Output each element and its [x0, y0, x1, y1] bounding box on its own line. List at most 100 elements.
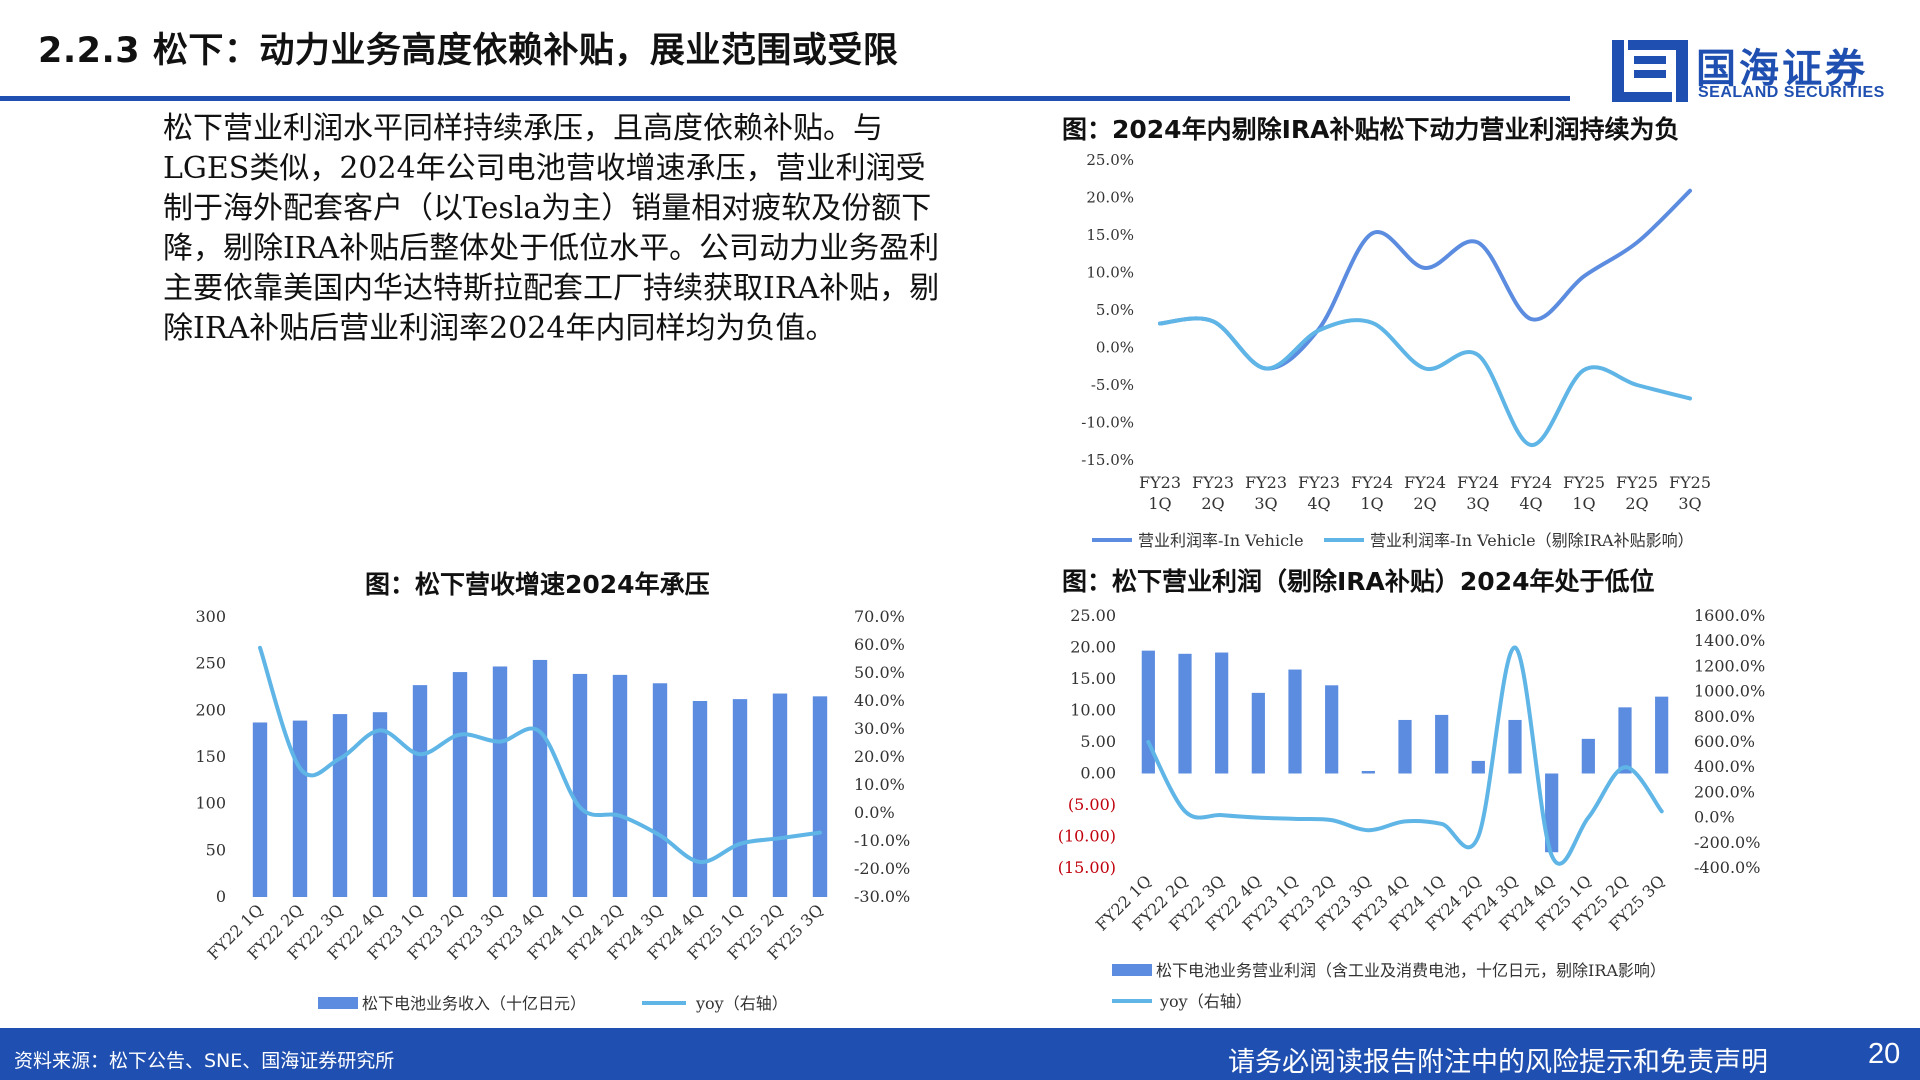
x-tick-label: FY23	[1192, 473, 1234, 492]
bar	[492, 666, 508, 897]
bar	[1618, 707, 1632, 774]
x-tick-label: 1Q	[1572, 494, 1595, 513]
bar	[1361, 770, 1375, 774]
x-tick-label: FY24	[1510, 473, 1552, 492]
legend-label-1: 营业利润率-In Vehicle（剔除IRA补贴影响）	[1370, 531, 1694, 550]
page-number: 20	[1868, 1038, 1901, 1070]
footer-disclaimer: 请务必阅读报告附注中的风险提示和免责声明	[1228, 1047, 1768, 1078]
legend-label-bar: 松下电池业务营业利润（含工业及消费电池，十亿日元，剔除IRA影响）	[1156, 961, 1666, 980]
chart-profit: 25.00 20.00 15.00 10.00 5.00 0.00 (5.00) (10.00…	[1058, 606, 1765, 1011]
y-left-tick-label: 250	[195, 654, 226, 673]
x-tick-label: 3Q	[1678, 494, 1701, 513]
chart-margin: 25.0% 20.0% 15.0% 10.0% 5.0% 0.0% -5.0% -10.0% -…	[1081, 151, 1711, 550]
y-right-tick-label: 30.0%	[854, 719, 905, 738]
legend-label-0: 营业利润率-In Vehicle	[1138, 531, 1304, 550]
y-right-tick-label: -20.0%	[854, 859, 910, 878]
bar	[652, 683, 668, 897]
y-right-tick-label: 50.0%	[854, 663, 905, 682]
y-right-tick-label: 800.0%	[1694, 707, 1755, 726]
y-left-tick-label: 20.00	[1070, 638, 1116, 657]
bar	[1435, 714, 1449, 774]
bar	[1288, 669, 1302, 774]
bar	[292, 720, 308, 897]
y-tick-label: -5.0%	[1091, 376, 1134, 394]
page-title: 2.2.3 松下：动力业务高度依赖补贴，展业范围或受限	[38, 31, 899, 71]
chart-profit-title: 图：松下营业利润（剔除IRA补贴）2024年处于低位	[1062, 567, 1655, 596]
y-tick-label: -10.0%	[1081, 414, 1134, 432]
bar	[532, 659, 548, 897]
y-right-tick-label: 0.0%	[1694, 808, 1735, 827]
y-right-tick-label: 60.0%	[854, 635, 905, 654]
y-left-tick-label: 0	[216, 887, 226, 906]
logo-text-cn: 国海证券	[1696, 46, 1868, 92]
chart-revenue-title: 图：松下营收增速2024年承压	[365, 570, 710, 599]
bar	[372, 712, 388, 897]
y-left-tick-label: 0.00	[1080, 764, 1116, 783]
y-right-tick-label: 0.0%	[854, 803, 895, 822]
y-tick-label: 15.0%	[1086, 226, 1134, 244]
y-left-tick-label: 300	[195, 607, 226, 626]
x-tick-label: FY25	[1563, 473, 1605, 492]
y-left-tick-label: 5.00	[1080, 732, 1116, 751]
y-right-tick-label: -30.0%	[854, 887, 910, 906]
y-tick-label: 20.0%	[1086, 189, 1134, 207]
x-tick-label: 3Q	[1254, 494, 1277, 513]
y-tick-label: 0.0%	[1096, 339, 1134, 357]
bar	[1508, 719, 1522, 774]
y-right-tick-label: 1400.0%	[1694, 631, 1765, 650]
x-tick-label: 1Q	[1360, 494, 1383, 513]
y-right-tick-label: 1200.0%	[1694, 656, 1765, 675]
footer-source: 资料来源：松下公告、SNE、国海证券研究所	[14, 1050, 395, 1072]
chart-revenue: 300 250 200 150 100 50 0 70.0% 60.0% 50.0% 40.0% 3…	[195, 607, 910, 1013]
x-tick-label: 1Q	[1148, 494, 1171, 513]
y-tick-label: 10.0%	[1086, 264, 1134, 282]
y-right-tick-label: 600.0%	[1694, 732, 1755, 751]
bar	[612, 674, 628, 897]
x-tick-label: 4Q	[1307, 494, 1330, 513]
bar	[772, 693, 788, 897]
sealand-logo-icon	[1612, 40, 1688, 102]
yoy-line	[1146, 645, 1664, 866]
y-right-tick-label: -10.0%	[854, 831, 910, 850]
x-tick-label: 4Q	[1519, 494, 1542, 513]
title-divider	[0, 96, 1570, 101]
y-right-tick-label: 40.0%	[854, 691, 905, 710]
bar	[1545, 773, 1559, 853]
bar	[1398, 719, 1412, 774]
x-tick-label: FY25	[1616, 473, 1658, 492]
bar	[572, 673, 588, 897]
x-tick-label: FY23	[1245, 473, 1287, 492]
y-left-tick-label: (15.00)	[1058, 858, 1116, 877]
y-left-tick-label: 200	[195, 700, 226, 719]
y-right-tick-label: 1600.0%	[1694, 606, 1765, 625]
bar	[732, 699, 748, 897]
y-left-tick-label: (5.00)	[1068, 795, 1116, 814]
y-tick-label: -15.0%	[1081, 451, 1134, 469]
bar	[252, 722, 268, 897]
y-left-tick-label: 10.00	[1070, 701, 1116, 720]
bar	[812, 696, 828, 897]
legend-label-bar: 松下电池业务收入（十亿日元）	[362, 994, 586, 1013]
bar	[1325, 685, 1339, 774]
y-left-tick-label: 150	[195, 747, 226, 766]
y-left-tick-label: (10.00)	[1058, 827, 1116, 846]
y-right-tick-label: -200.0%	[1694, 833, 1760, 852]
legend-label-line: yoy（右轴）	[695, 994, 788, 1013]
x-tick-label: 2Q	[1201, 494, 1224, 513]
x-tick-label: FY23	[1298, 473, 1340, 492]
y-right-tick-label: -400.0%	[1694, 858, 1760, 877]
bar	[1471, 760, 1485, 774]
y-right-tick-label: 400.0%	[1694, 757, 1755, 776]
bar	[1251, 692, 1265, 774]
legend-swatch-bar	[1112, 964, 1152, 976]
series-line-0	[1158, 188, 1692, 371]
y-left-tick-label: 50	[206, 840, 226, 859]
y-left-tick-label: 15.00	[1070, 669, 1116, 688]
y-left-tick-label: 25.00	[1070, 606, 1116, 625]
bar	[1581, 738, 1595, 774]
y-left-tick-label: 100	[195, 794, 226, 813]
x-tick-label: FY24	[1457, 473, 1499, 492]
bar	[692, 701, 708, 897]
x-tick-label: 2Q	[1413, 494, 1436, 513]
legend-swatch-bar	[318, 997, 358, 1009]
